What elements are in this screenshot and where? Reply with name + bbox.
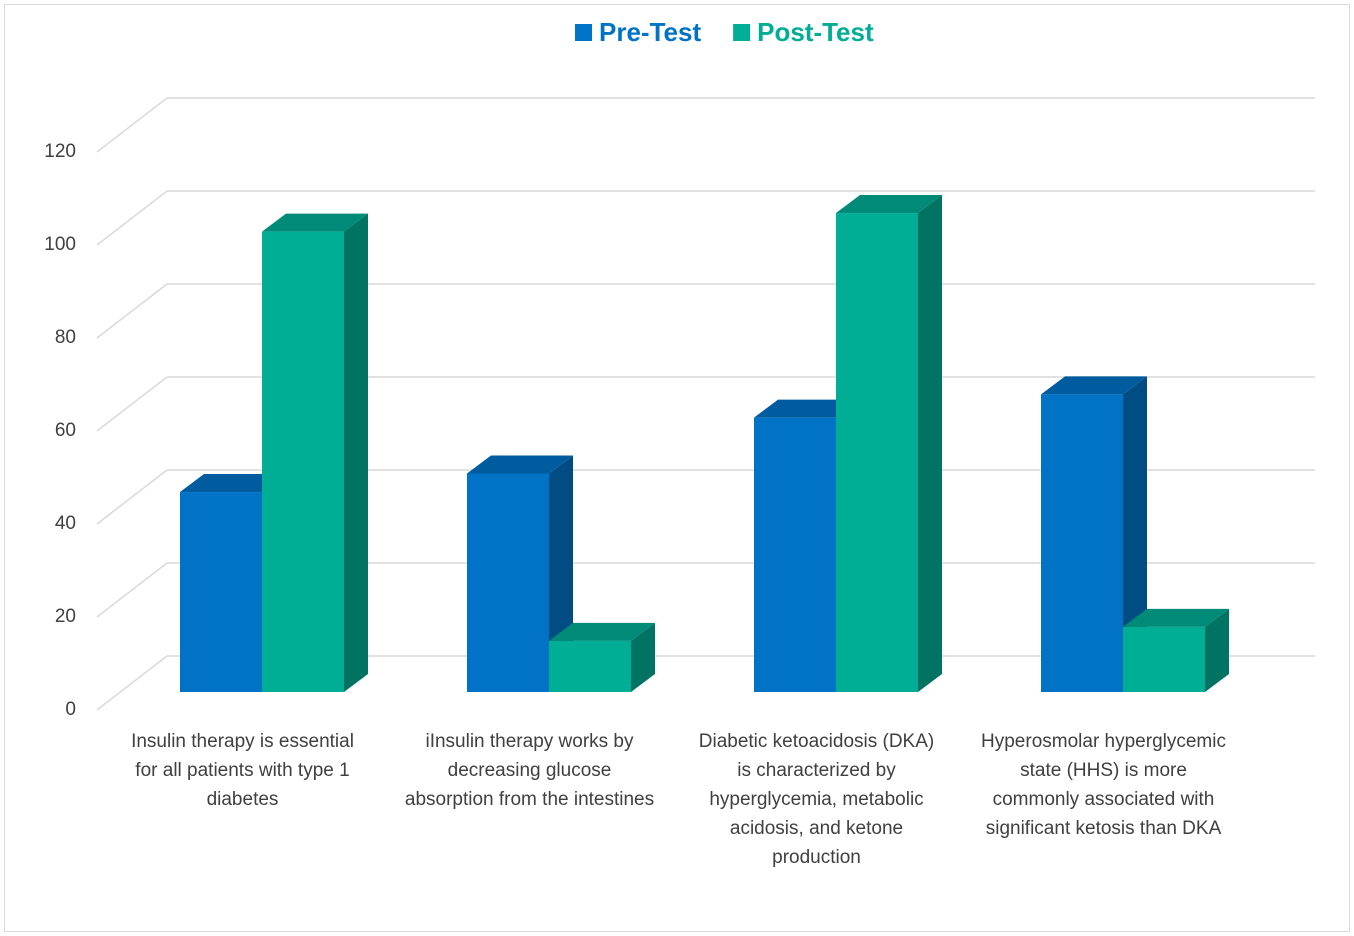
legend-label: Post-Test — [757, 17, 874, 47]
bar-front — [467, 473, 549, 692]
bar-front — [1123, 626, 1205, 692]
x-tick-label: Diabetic ketoacidosis (DKA) is character… — [698, 731, 935, 868]
grid-line — [96, 190, 168, 246]
chart-border — [4, 4, 1350, 932]
y-tick-label: 120 — [44, 141, 76, 162]
x-tick-label: Insulin therapy is essential for all pat… — [131, 731, 354, 810]
y-tick-label: 80 — [55, 327, 76, 348]
bar-front — [1041, 394, 1123, 692]
y-tick-label: 60 — [55, 420, 76, 441]
grid-line — [96, 283, 168, 339]
bar-top — [467, 455, 573, 474]
bar-top — [262, 213, 368, 232]
bar-top — [836, 195, 942, 214]
grid-line — [96, 655, 168, 711]
bar-side — [1205, 608, 1229, 692]
x-tick-label: iInsulin therapy works by decreasing glu… — [404, 731, 655, 810]
bar-side — [918, 195, 942, 693]
bar-side — [344, 213, 368, 692]
bar-top — [1123, 608, 1229, 627]
y-tick-label: 40 — [55, 513, 76, 534]
bar-front — [180, 492, 262, 692]
bar-side — [1123, 376, 1147, 692]
y-tick-label: 0 — [65, 699, 76, 720]
legend-swatch — [575, 24, 592, 41]
bar-front — [549, 640, 631, 692]
x-tick-label: Hyperosmolar hyperglycemic state (HHS) i… — [981, 731, 1226, 839]
bar-front — [836, 213, 918, 693]
bar-top — [180, 474, 286, 493]
bar-top — [549, 622, 655, 641]
grid-line — [96, 97, 168, 153]
legend-swatch — [733, 24, 751, 41]
bar-top — [754, 399, 860, 418]
y-tick-label: 100 — [44, 234, 76, 255]
bar-side — [631, 622, 655, 692]
bar-front — [262, 231, 344, 692]
grid-line — [96, 376, 168, 432]
bar-front — [754, 417, 836, 692]
y-tick-label: 20 — [55, 606, 76, 627]
bar-top — [1041, 376, 1147, 395]
grid-line — [96, 469, 168, 525]
grid-line — [96, 562, 168, 618]
legend-label: Pre-Test — [599, 17, 701, 47]
